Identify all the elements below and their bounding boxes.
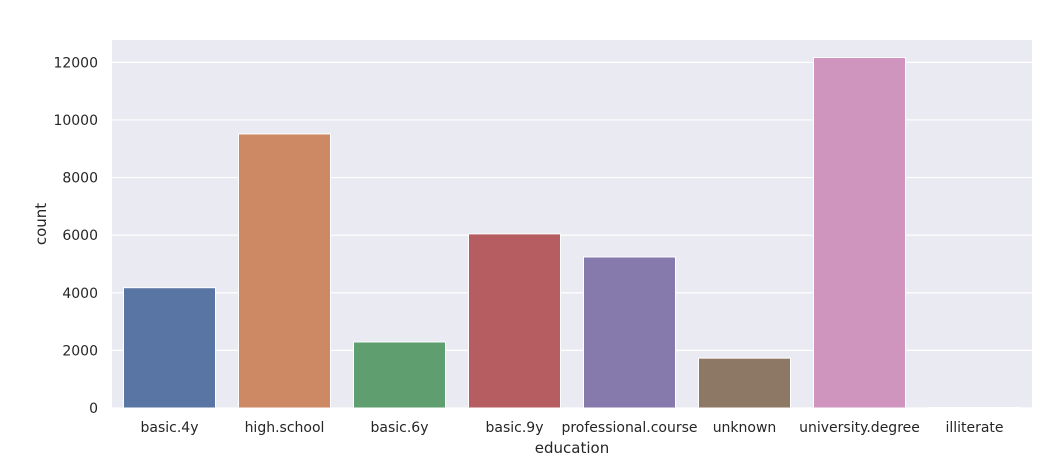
y-tick-label: 10000 (53, 113, 98, 129)
x-tick-label: professional.course (561, 420, 697, 436)
bar-university-degree (813, 57, 906, 409)
bar-professional-course (583, 256, 676, 409)
y-axis-title: count (32, 203, 50, 245)
y-tick-label: 4000 (62, 286, 98, 302)
x-tick-label: basic.6y (371, 420, 429, 436)
y-tick-label: 8000 (62, 171, 98, 187)
x-tick-label: basic.9y (486, 420, 544, 436)
bar-high-school (238, 133, 331, 409)
x-tick-label: basic.4y (141, 420, 199, 436)
x-tick-label: high.school (245, 420, 325, 436)
y-tick-label: 2000 (62, 343, 98, 359)
bar-basic-4y (123, 287, 216, 409)
bars (123, 57, 1021, 409)
bar-unknown (698, 357, 791, 409)
bar-illiterate (928, 406, 1021, 409)
bar-basic-6y (353, 341, 446, 409)
x-tick-label: unknown (713, 420, 777, 436)
x-axis-title: education (535, 439, 609, 457)
x-tick-label: university.degree (799, 420, 920, 436)
x-tick-labels: basic.4y high.school basic.6y basic.9y profe… (141, 420, 1004, 436)
y-tick-label: 6000 (62, 228, 98, 244)
x-tick-label: illiterate (945, 420, 1003, 436)
bar-basic-9y (468, 233, 561, 409)
y-tick-label: 12000 (53, 55, 98, 71)
y-tick-labels: 0 2000 4000 6000 8000 10000 12000 (53, 55, 98, 417)
y-tick-label: 0 (89, 401, 98, 417)
